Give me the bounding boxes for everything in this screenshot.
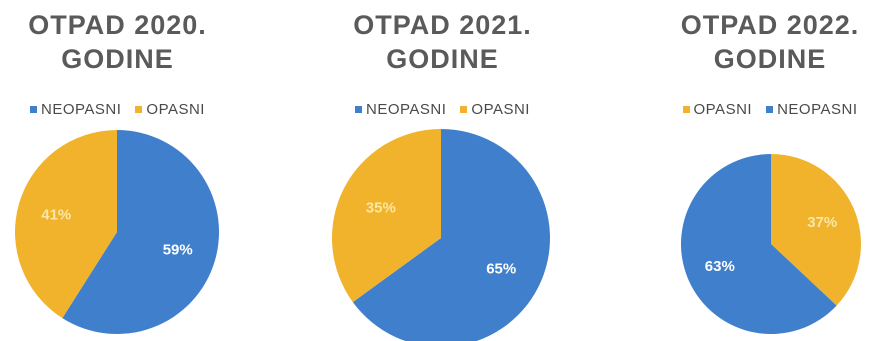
legend-swatch	[460, 106, 468, 113]
pie-slice-neopasni	[62, 130, 219, 334]
legend-item: OPASNI	[460, 101, 530, 118]
chart-title-line1: OTPAD 2022.	[680, 10, 860, 40]
data-label: 35%	[366, 199, 396, 216]
chart-title-line1: OTPAD 2020.	[28, 10, 207, 40]
chart-title-line2: GODINE	[713, 44, 827, 74]
pie-plot: 65% 35%	[332, 129, 550, 341]
chart-legend: OPASNI NEOPASNI	[652, 101, 888, 118]
pie-chart-2022: OTPAD 2022. GODINE OPASNI NEOPASNI 37% 63%	[652, 0, 888, 341]
legend-swatch	[682, 106, 690, 113]
chart-title: OTPAD 2022. GODINE	[652, 8, 888, 76]
chart-title: OTPAD 2021. GODINE	[325, 8, 560, 76]
pie-slice-opasni	[771, 154, 861, 306]
data-label: 63%	[705, 258, 735, 275]
pie-plot: 37% 63%	[681, 154, 861, 334]
chart-title-line1: OTPAD 2021.	[353, 10, 532, 40]
pie-slice-neopasni	[352, 129, 550, 341]
pie-chart-2021: OTPAD 2021. GODINE NEOPASNI OPASNI 65% 35%	[325, 0, 560, 341]
data-label: 65%	[486, 261, 516, 278]
data-label: 59%	[163, 242, 193, 259]
legend-label: NEOPASNI	[366, 101, 447, 118]
chart-legend: NEOPASNI OPASNI	[325, 101, 560, 118]
legend-item: NEOPASNI	[766, 101, 857, 118]
legend-label: OPASNI	[471, 101, 530, 118]
legend-swatch	[30, 106, 37, 113]
legend-label: OPASNI	[693, 101, 753, 118]
legend-swatch	[766, 106, 774, 113]
chart-title-line2: GODINE	[386, 44, 499, 74]
legend-label: OPASNI	[146, 101, 205, 118]
legend-label: NEOPASNI	[777, 101, 858, 118]
legend-item: OPASNI	[135, 101, 205, 118]
pie-slice-opasni	[14, 130, 117, 319]
legend-swatch	[355, 106, 362, 113]
data-label: 41%	[41, 206, 71, 223]
data-label: 37%	[807, 214, 837, 231]
pie-slice-neopasni	[681, 154, 837, 334]
legend-item: NEOPASNI	[30, 101, 121, 118]
pie-slice-opasni	[332, 129, 441, 303]
legend-label: NEOPASNI	[41, 101, 122, 118]
pie-plot: 59% 41%	[14, 130, 219, 334]
chart-title-line2: GODINE	[61, 44, 174, 74]
legend-item: OPASNI	[682, 101, 753, 118]
chart-legend: NEOPASNI OPASNI	[0, 101, 235, 118]
legend-item: NEOPASNI	[355, 101, 446, 118]
pie-chart-2020: OTPAD 2020. GODINE NEOPASNI OPASNI 59% 41%	[0, 0, 235, 341]
chart-title: OTPAD 2020. GODINE	[0, 8, 235, 76]
legend-swatch	[135, 106, 143, 113]
